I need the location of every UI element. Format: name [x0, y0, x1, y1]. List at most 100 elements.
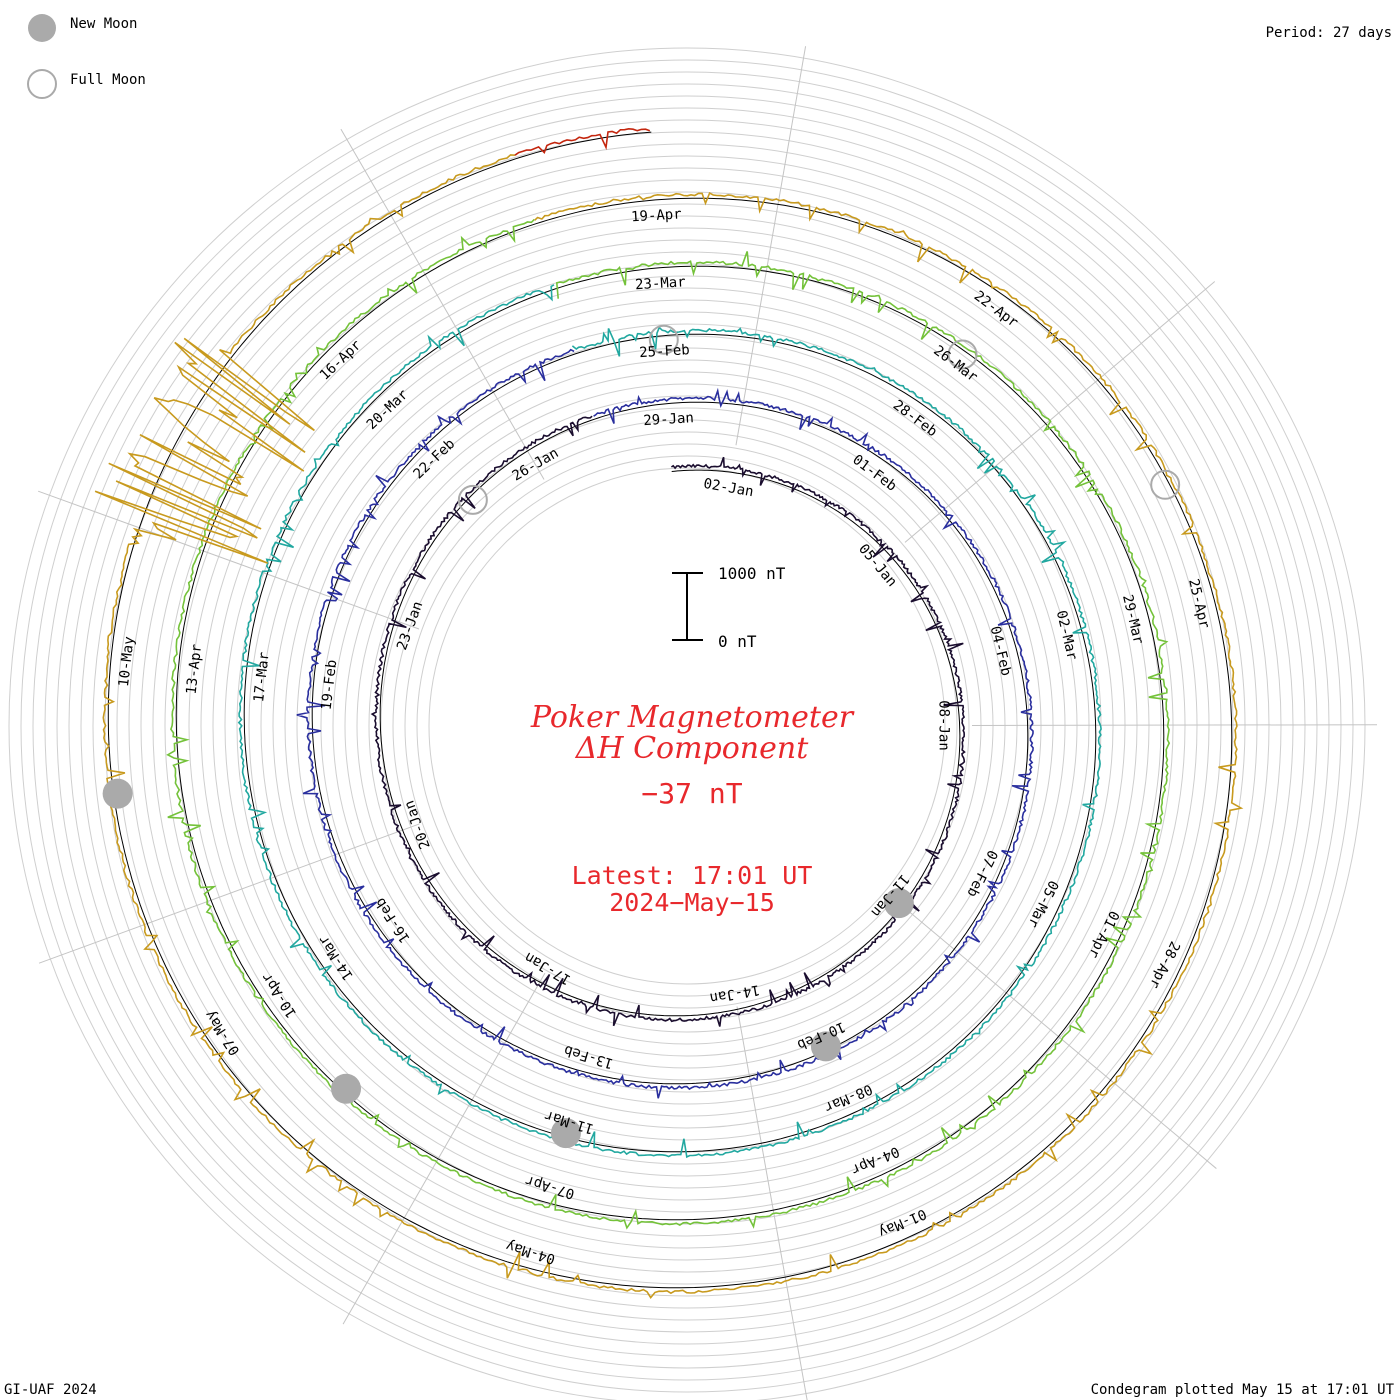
- scale-top-label: 1000 nT: [718, 564, 786, 583]
- day-spokes: [38, 46, 1377, 1400]
- day-spoke: [904, 281, 1216, 543]
- grid-ring: [128, 167, 1246, 1285]
- date-label: 13-Apr: [184, 643, 206, 695]
- new-moon-marker: [550, 1118, 581, 1149]
- grid-ring: [152, 191, 1222, 1261]
- baseline-path: [107, 131, 1233, 1289]
- day-spoke: [342, 972, 546, 1325]
- date-label: 07-Apr: [523, 1172, 576, 1202]
- day-spoke: [38, 490, 420, 630]
- date-label: 05-Jan: [855, 541, 900, 590]
- footer-plot-time: Condegram plotted May 15 at 17:01 UT: [1091, 1382, 1395, 1398]
- grid-ring: [20, 59, 1354, 1393]
- grid-ring: [44, 83, 1330, 1369]
- grid-ring: [116, 155, 1258, 1297]
- trace-turn-4: [166, 218, 1171, 1230]
- date-label: 04-Feb: [987, 625, 1014, 678]
- full-moon-legend-icon: [27, 69, 57, 99]
- latest-time: Latest: 17:01 UT: [572, 861, 813, 890]
- date-label: 02-Mar: [1053, 609, 1080, 662]
- full-moon-marker: [457, 484, 488, 515]
- date-label: 01-Feb: [849, 452, 899, 495]
- grid-ring: [368, 407, 1006, 1045]
- date-label: 17-Jan: [522, 949, 574, 988]
- date-label: 17-Mar: [251, 651, 273, 703]
- day-spoke: [735, 46, 807, 446]
- grid-ring: [8, 47, 1366, 1400]
- grid-ring: [176, 215, 1198, 1237]
- date-label: 10-May: [116, 636, 138, 688]
- trace-turn-6: [514, 127, 651, 156]
- date-label: 29-Jan: [643, 410, 694, 429]
- new-moon-marker: [883, 888, 914, 919]
- new-moon-legend-icon: [28, 14, 56, 42]
- grid-ring: [236, 275, 1138, 1177]
- trace-turn-2: [296, 348, 1034, 1099]
- grid-ring: [224, 263, 1150, 1189]
- date-label: 01-May: [876, 1205, 929, 1240]
- date-label: 19-Apr: [631, 206, 682, 225]
- date-label: 20-Mar: [364, 387, 412, 433]
- grid-ring: [248, 287, 1126, 1165]
- grid-ring: [416, 455, 958, 997]
- grid-ring: [212, 251, 1162, 1201]
- date-label: 25-Apr: [1185, 577, 1212, 630]
- trace-turn-3: [237, 284, 1102, 1159]
- legend: New Moon Full Moon: [27, 14, 146, 99]
- new-moon-marker: [102, 778, 133, 809]
- date-label: 22-Feb: [411, 436, 459, 482]
- data-traces: [94, 127, 1244, 1299]
- grid-ring: [80, 119, 1294, 1333]
- date-label: 28-Feb: [890, 397, 940, 440]
- grid-ring: [164, 203, 1210, 1249]
- period-label: Period: 27 days: [1266, 25, 1392, 41]
- grid-ring: [308, 347, 1066, 1105]
- scale-bar: 1000 nT 0 nT: [672, 564, 786, 651]
- grid-ring: [428, 467, 946, 985]
- latest-date: 2024−May−15: [609, 888, 775, 917]
- date-label: 07-May: [202, 1007, 243, 1058]
- legend-new-moon-label: New Moon: [70, 16, 137, 32]
- date-label: 19-Feb: [319, 659, 341, 711]
- date-label: 16-Apr: [317, 337, 365, 383]
- moon-markers: [102, 324, 1181, 1149]
- date-label: 14-Jan: [708, 981, 761, 1006]
- grid-ring: [188, 227, 1186, 1225]
- legend-full-moon-label: Full Moon: [70, 72, 146, 88]
- day-spoke: [340, 128, 545, 480]
- date-label: 08-Jan: [936, 700, 952, 751]
- date-label: 23-Mar: [635, 274, 686, 293]
- new-moon-marker: [810, 1031, 841, 1062]
- date-label: 22-Apr: [971, 288, 1021, 331]
- baseline-spiral: [107, 131, 1233, 1289]
- grid-ring: [332, 371, 1042, 1081]
- scale-bottom-label: 0 nT: [718, 632, 757, 651]
- day-spoke: [971, 724, 1377, 726]
- grid-ring: [356, 395, 1018, 1057]
- footer-credit: GI-UAF 2024: [4, 1382, 97, 1398]
- current-value: −37 nT: [641, 777, 742, 810]
- grid-ring: [68, 107, 1306, 1345]
- full-moon-marker: [947, 339, 978, 370]
- trace-turn-5: [94, 154, 1244, 1299]
- date-label: 29-Mar: [1119, 593, 1146, 646]
- grid-ring: [380, 419, 994, 1033]
- new-moon-marker: [331, 1073, 362, 1104]
- grid-ring: [284, 323, 1090, 1129]
- day-spoke: [38, 823, 420, 964]
- date-label: 02-Jan: [702, 476, 755, 500]
- grid-ring: [140, 179, 1234, 1273]
- grid-ring: [344, 383, 1030, 1069]
- grid-ring: [320, 359, 1054, 1093]
- day-spoke: [736, 1006, 808, 1400]
- grid-ring: [92, 131, 1282, 1321]
- grid-ring: [200, 239, 1174, 1213]
- full-moon-marker: [1150, 469, 1181, 500]
- date-label: 25-Feb: [639, 342, 690, 361]
- chart-title-line2: ΔH Component: [575, 731, 809, 766]
- trace-turn-1: [370, 415, 966, 1027]
- chart-title-line1: Poker Magnetometer: [530, 700, 855, 735]
- grid-ring: [56, 95, 1318, 1357]
- grid-ring: [404, 443, 970, 1009]
